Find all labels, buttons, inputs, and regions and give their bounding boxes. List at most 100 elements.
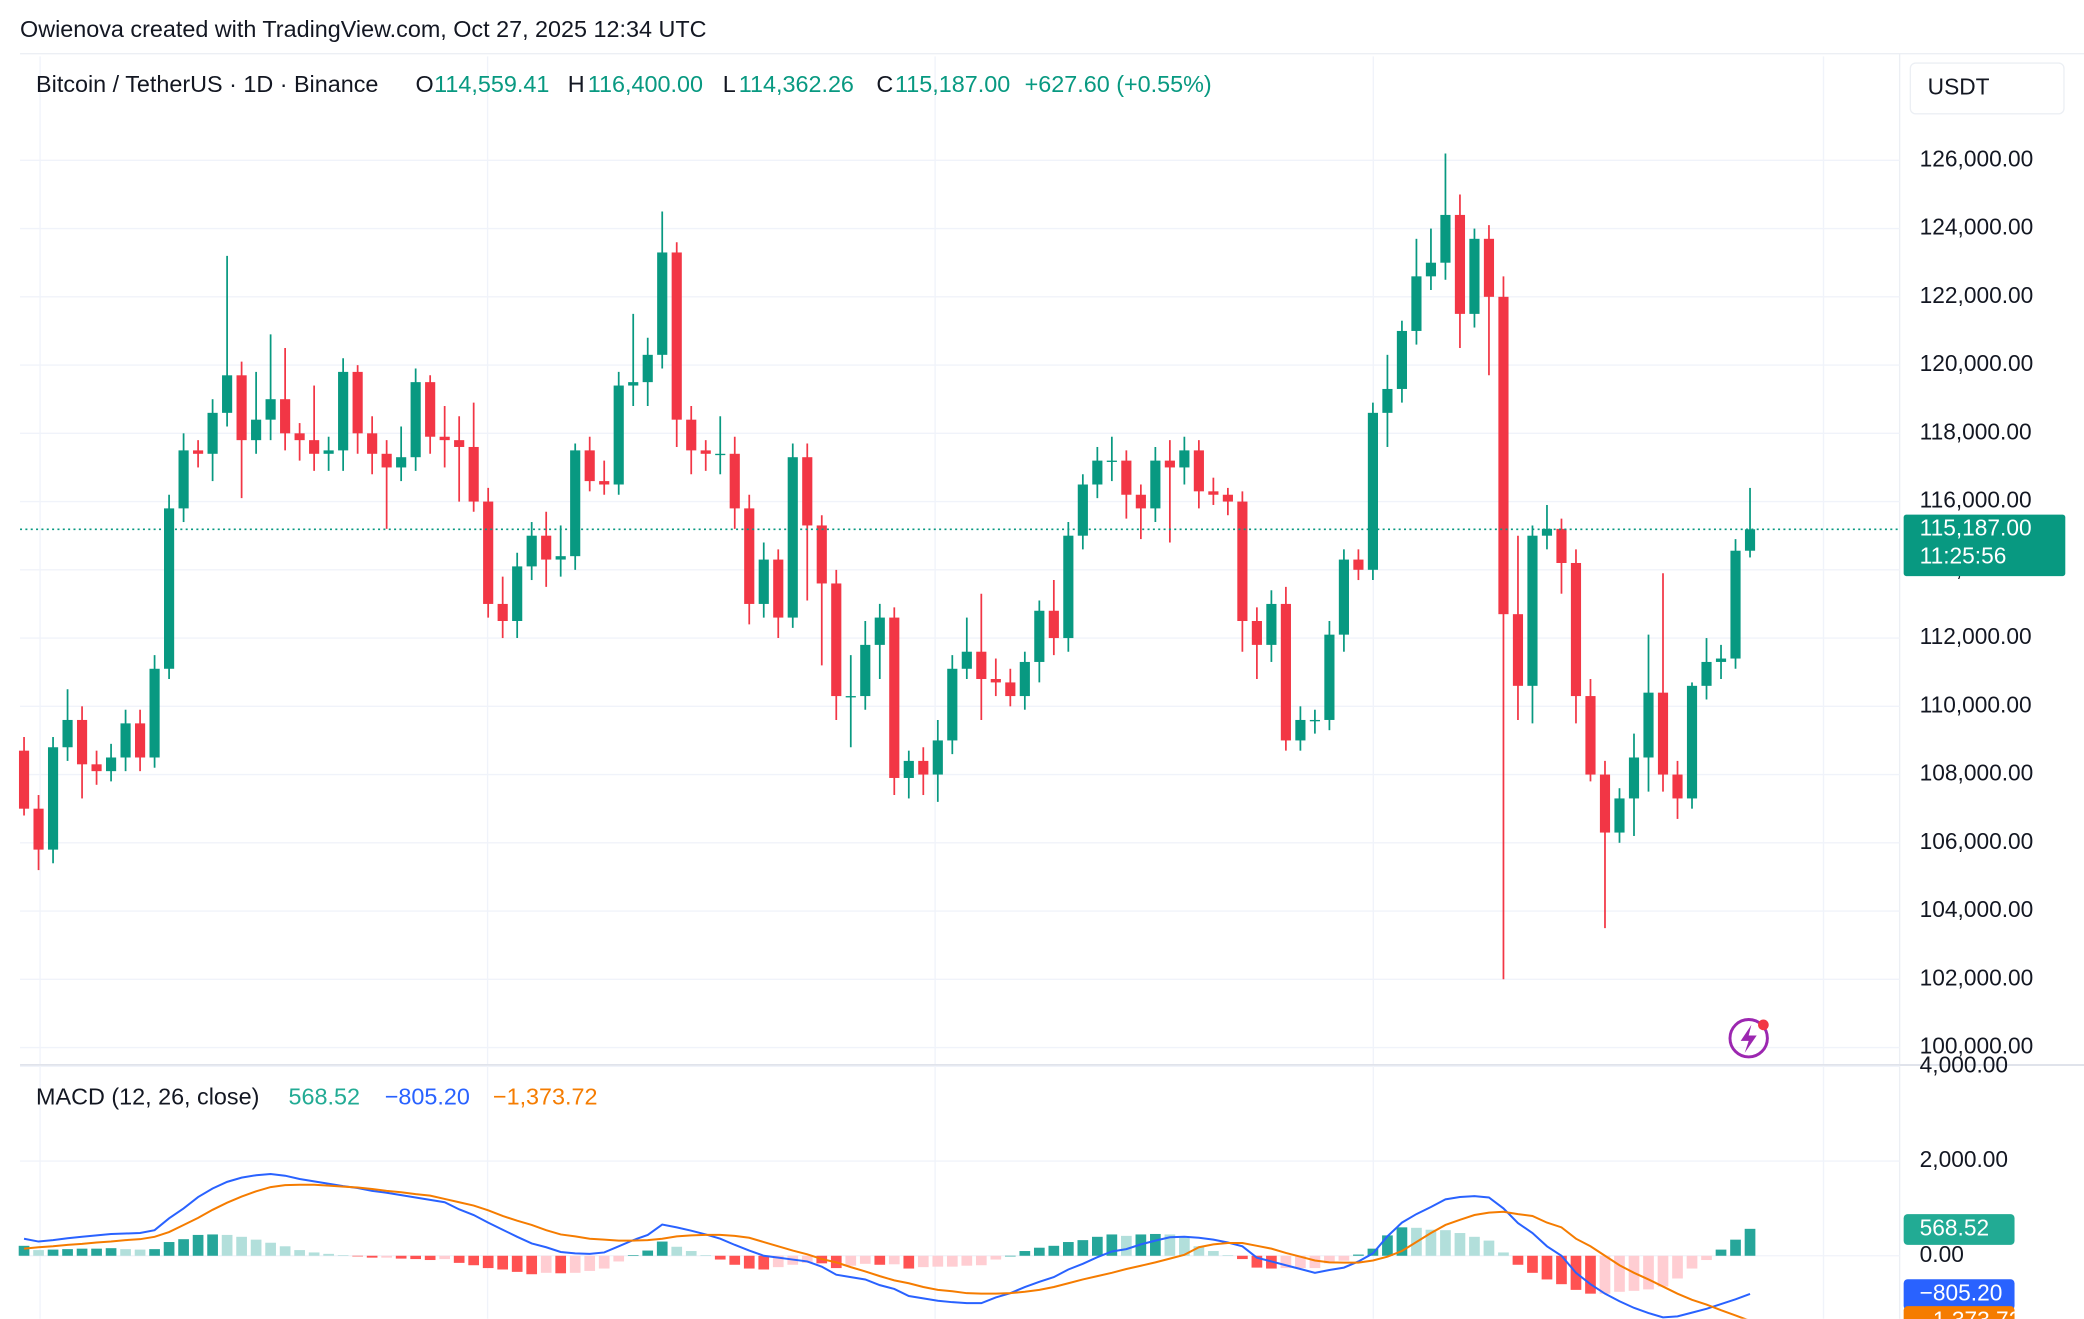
histogram-bar — [511, 1255, 523, 1272]
candle-body — [918, 760, 929, 775]
candle-body — [33, 808, 44, 850]
histogram-bar — [772, 1255, 784, 1268]
histogram-bar — [1454, 1233, 1466, 1256]
currency[interactable]: USDT — [1928, 73, 1990, 99]
histogram-bar — [1237, 1255, 1248, 1260]
histogram-bar — [569, 1255, 581, 1273]
candle-body — [1106, 460, 1117, 462]
candle-body — [367, 433, 378, 454]
candle-body — [1309, 719, 1320, 722]
candle-body — [1063, 535, 1074, 639]
candle-body — [584, 450, 595, 482]
candle-body — [1730, 550, 1741, 659]
candle-body — [541, 535, 552, 560]
histogram-bar — [888, 1255, 900, 1265]
candle-body — [1527, 535, 1538, 686]
candle-body — [1512, 614, 1524, 686]
date-grid — [39, 56, 1825, 1319]
histogram-bar — [642, 1250, 654, 1256]
candle-body — [903, 760, 914, 778]
candle-body — [91, 764, 102, 772]
y-tick-label: 104,000.00 — [1920, 896, 2034, 922]
candle-body — [483, 501, 494, 604]
candle-body — [1686, 685, 1698, 799]
histogram-bar — [1208, 1251, 1219, 1256]
histogram-bar — [1309, 1255, 1321, 1269]
histogram-bar — [178, 1239, 189, 1256]
histogram-bar — [758, 1255, 770, 1270]
histogram-bar — [1483, 1240, 1495, 1256]
histogram-bar — [671, 1246, 683, 1256]
histogram-bar — [1744, 1228, 1756, 1256]
candle-body — [62, 719, 73, 748]
candle-body — [497, 603, 508, 621]
candle-body — [1324, 634, 1335, 720]
candle-body — [1251, 620, 1262, 645]
histogram-bar — [468, 1255, 480, 1266]
histogram-bar — [1077, 1240, 1089, 1256]
histogram-bar — [874, 1255, 886, 1265]
candle-body — [1237, 501, 1248, 621]
candle-body — [1541, 528, 1553, 536]
candle-body — [193, 450, 204, 454]
histogram-bar — [1730, 1239, 1741, 1256]
macd-line — [23, 1173, 1751, 1319]
candle-body — [1222, 494, 1233, 502]
histogram-bar — [859, 1255, 871, 1264]
ohlc-key: L — [723, 71, 736, 97]
candle-body — [1353, 559, 1364, 570]
candle-body — [280, 399, 291, 434]
candle-body — [120, 723, 131, 758]
macd-hist-legend: 568.52 — [289, 1084, 360, 1110]
candle-body — [613, 385, 624, 485]
candle-body — [1570, 562, 1582, 697]
candle-body — [831, 583, 842, 697]
histogram-bar — [33, 1250, 44, 1256]
histogram-bar — [932, 1255, 944, 1267]
candle-body — [352, 371, 363, 434]
macd-title: MACD (12, 26, close) — [36, 1084, 259, 1110]
histogram-bar — [584, 1255, 596, 1271]
candle-body — [1121, 460, 1132, 495]
candle-body — [729, 453, 740, 509]
candle-body — [135, 723, 146, 758]
histogram-bar — [294, 1250, 305, 1256]
candle-body — [1614, 798, 1625, 833]
histogram-bar — [410, 1255, 421, 1260]
candle-body — [178, 450, 189, 509]
histogram-bar — [134, 1249, 146, 1256]
histogram-bar — [366, 1255, 378, 1258]
candle-body — [599, 481, 610, 485]
ohlc-value: 115,187.00 — [895, 71, 1010, 97]
histogram-bar — [656, 1241, 668, 1256]
header: Owienova created with TradingView.com, O… — [20, 16, 706, 42]
histogram-bar — [1062, 1242, 1074, 1256]
candle-body — [874, 617, 885, 645]
value-tag — [1903, 1279, 2015, 1310]
candle-body — [657, 252, 668, 355]
candle-body — [309, 440, 320, 454]
currency-box[interactable] — [1909, 62, 2065, 115]
histogram-bar — [221, 1234, 233, 1256]
candle-body — [1715, 658, 1727, 662]
histogram-bar — [961, 1255, 973, 1266]
histogram-bar — [1179, 1237, 1190, 1256]
histogram-bar — [236, 1236, 247, 1256]
histogram-bar — [555, 1255, 567, 1274]
histogram-bar — [1150, 1233, 1161, 1256]
value-tag — [1903, 1214, 2015, 1245]
alert-icon[interactable] — [1728, 1018, 1769, 1059]
candle-body — [947, 668, 958, 741]
histogram-bar — [946, 1255, 958, 1267]
histogram-bar — [1193, 1246, 1205, 1256]
candle-body — [47, 747, 59, 850]
candle-body — [1150, 460, 1161, 509]
candle-body — [555, 556, 566, 560]
histogram-bar — [453, 1255, 465, 1263]
candle-body — [164, 508, 175, 669]
ohlc-value: 116,400.00 — [588, 71, 703, 97]
candle-body — [265, 399, 276, 420]
candle-body — [236, 375, 247, 441]
price-tag — [1903, 514, 2066, 577]
candle-body — [1744, 529, 1756, 551]
